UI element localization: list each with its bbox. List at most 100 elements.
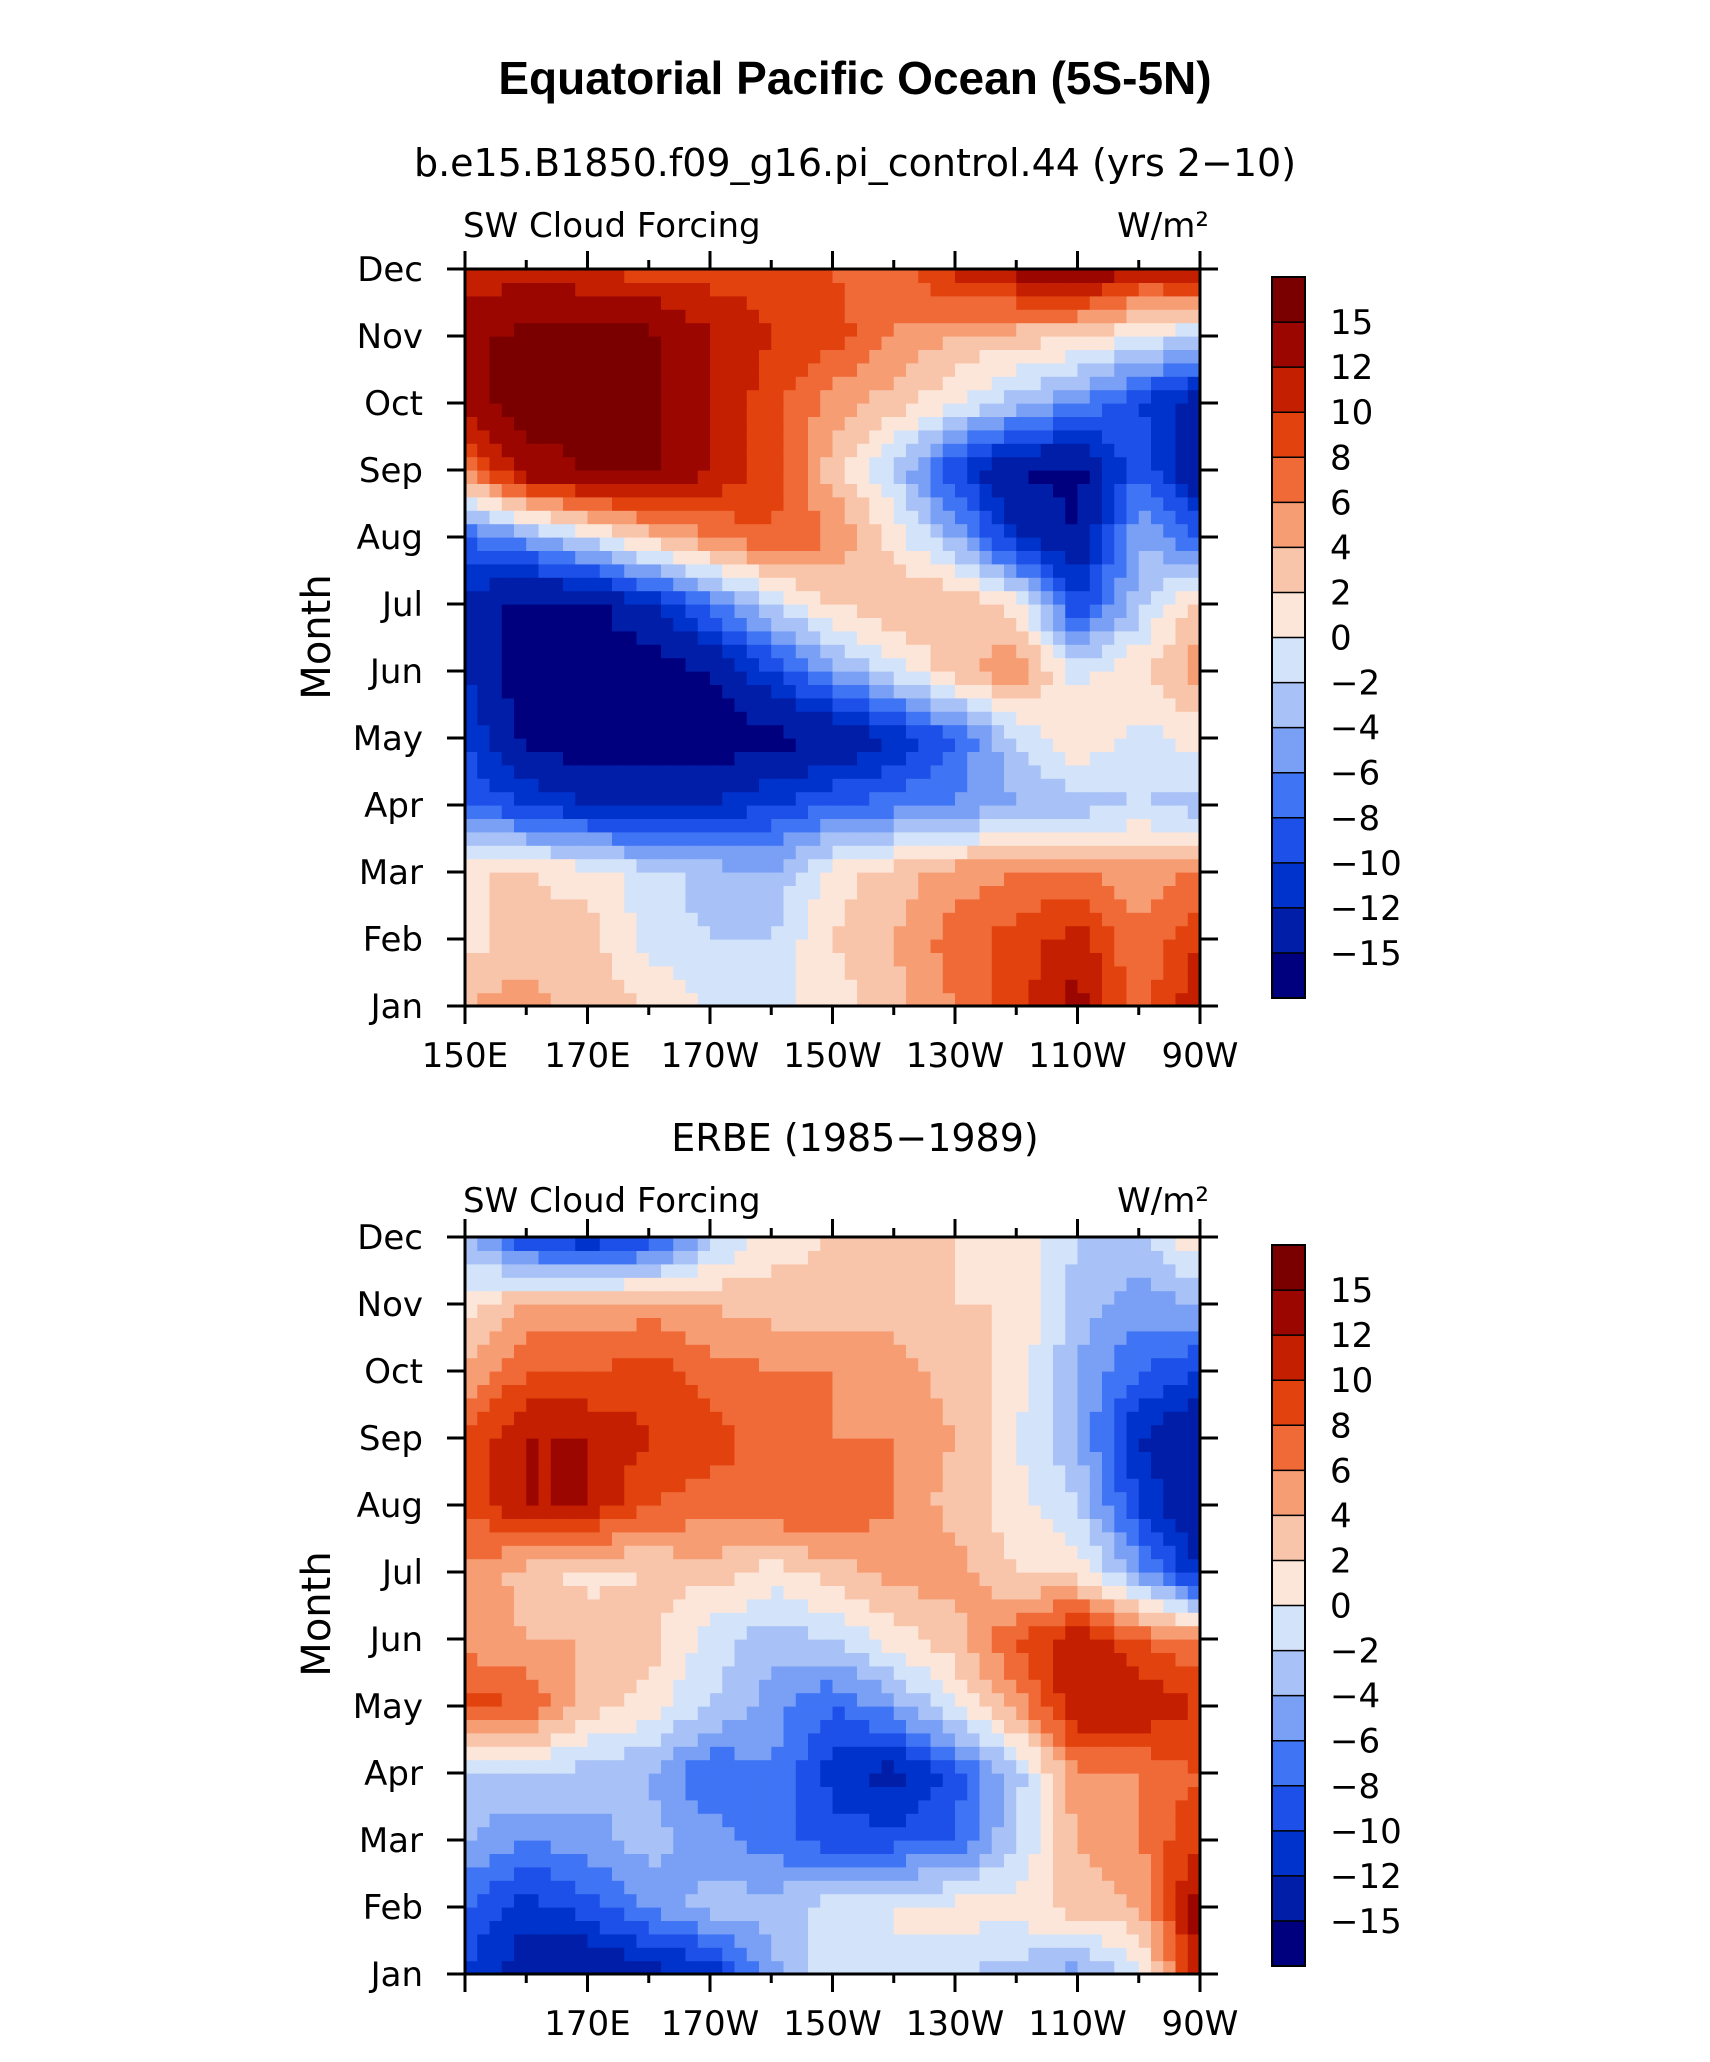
field-cell	[967, 751, 981, 766]
field-cell	[844, 1679, 858, 1694]
field-cell	[746, 1853, 760, 1868]
field-cell	[501, 1799, 515, 1814]
field-cell	[563, 979, 576, 994]
field-cell	[514, 671, 527, 685]
field-cell	[1053, 1947, 1066, 1962]
field-cell	[808, 845, 821, 860]
field-cell	[538, 336, 552, 350]
field-cell	[1102, 751, 1115, 766]
field-cell	[587, 898, 601, 913]
field-cell	[955, 738, 968, 752]
field-cell	[820, 858, 834, 873]
field-cell	[1016, 1759, 1030, 1774]
field-cell	[501, 416, 515, 431]
field-cell	[1028, 1933, 1042, 1948]
field-cell	[1040, 1933, 1054, 1948]
field-cell	[526, 671, 540, 685]
field-cell	[1126, 1746, 1140, 1761]
field-cell	[808, 590, 821, 605]
field-cell	[942, 885, 956, 900]
field-cell	[1175, 1679, 1189, 1694]
field-cell	[955, 563, 968, 578]
field-cell	[550, 537, 564, 551]
field-cell	[979, 1759, 993, 1774]
field-cell	[979, 416, 993, 431]
field-cell	[783, 858, 797, 873]
field-cell	[550, 1840, 564, 1854]
field-cell	[1016, 604, 1030, 618]
field-cell	[685, 1679, 699, 1694]
field-cell	[624, 858, 638, 873]
field-cell	[820, 684, 834, 699]
field-cell	[1163, 992, 1177, 1007]
field-cell	[673, 952, 687, 967]
field-cell	[612, 550, 625, 565]
field-cell	[1187, 1920, 1201, 1935]
field-cell	[1053, 1960, 1066, 1975]
field-cell	[563, 898, 576, 913]
field-cell	[918, 1947, 932, 1962]
field-cell	[538, 322, 552, 337]
field-cell	[893, 885, 907, 900]
field-cell	[1151, 336, 1164, 350]
field-cell	[991, 362, 1005, 377]
field-cell	[587, 952, 601, 967]
field-cell	[477, 282, 491, 297]
field-cell	[783, 657, 797, 672]
field-cell	[710, 429, 723, 444]
field-cell	[599, 778, 613, 793]
field-cell	[624, 376, 638, 391]
field-cell	[1028, 389, 1042, 404]
field-cell	[832, 885, 846, 900]
field-cell	[1187, 1893, 1201, 1908]
field-cell	[1065, 1773, 1079, 1787]
field-cell	[1126, 483, 1140, 498]
field-cell	[967, 1960, 981, 1975]
field-cell	[869, 537, 883, 551]
field-cell	[550, 1746, 564, 1761]
field-cell	[1102, 912, 1115, 927]
field-cell	[734, 1786, 748, 1801]
field-cell	[599, 1907, 613, 1921]
field-cell	[710, 1866, 723, 1881]
field-cell	[661, 429, 674, 444]
field-cell	[673, 724, 687, 739]
field-cell	[1163, 269, 1177, 283]
field-cell	[612, 965, 625, 980]
field-cell	[685, 697, 699, 712]
field-cell	[710, 617, 723, 632]
field-cell	[808, 1759, 821, 1774]
field-cell	[1138, 979, 1152, 994]
field-cell	[820, 362, 834, 377]
field-cell	[538, 309, 552, 324]
field-cell	[734, 389, 748, 404]
field-cell	[881, 939, 895, 953]
field-cell	[1028, 336, 1042, 350]
field-cell	[599, 1840, 613, 1854]
field-cell	[820, 336, 834, 350]
field-cell	[636, 577, 650, 592]
field-cell	[1114, 322, 1128, 337]
field-cell	[746, 496, 760, 511]
field-cell	[575, 912, 589, 927]
field-cell	[930, 778, 944, 793]
field-cell	[1163, 1947, 1177, 1962]
field-cell	[1114, 1826, 1128, 1841]
field-cell	[648, 1652, 662, 1667]
field-cell	[648, 483, 662, 498]
field-cell	[599, 872, 613, 886]
field-cell	[808, 309, 821, 324]
field-cell	[795, 1907, 809, 1921]
field-cell	[501, 1732, 515, 1747]
field-cell	[918, 1866, 932, 1881]
field-cell	[918, 738, 932, 752]
field-cell	[991, 885, 1005, 900]
field-cell	[1065, 1933, 1079, 1948]
field-cell	[783, 831, 797, 846]
field-cell	[685, 1786, 699, 1801]
field-cell	[685, 1960, 699, 1975]
field-cell	[955, 1826, 968, 1841]
field-cell	[1187, 563, 1201, 578]
field-cell	[832, 322, 846, 337]
field-cell	[587, 523, 601, 538]
